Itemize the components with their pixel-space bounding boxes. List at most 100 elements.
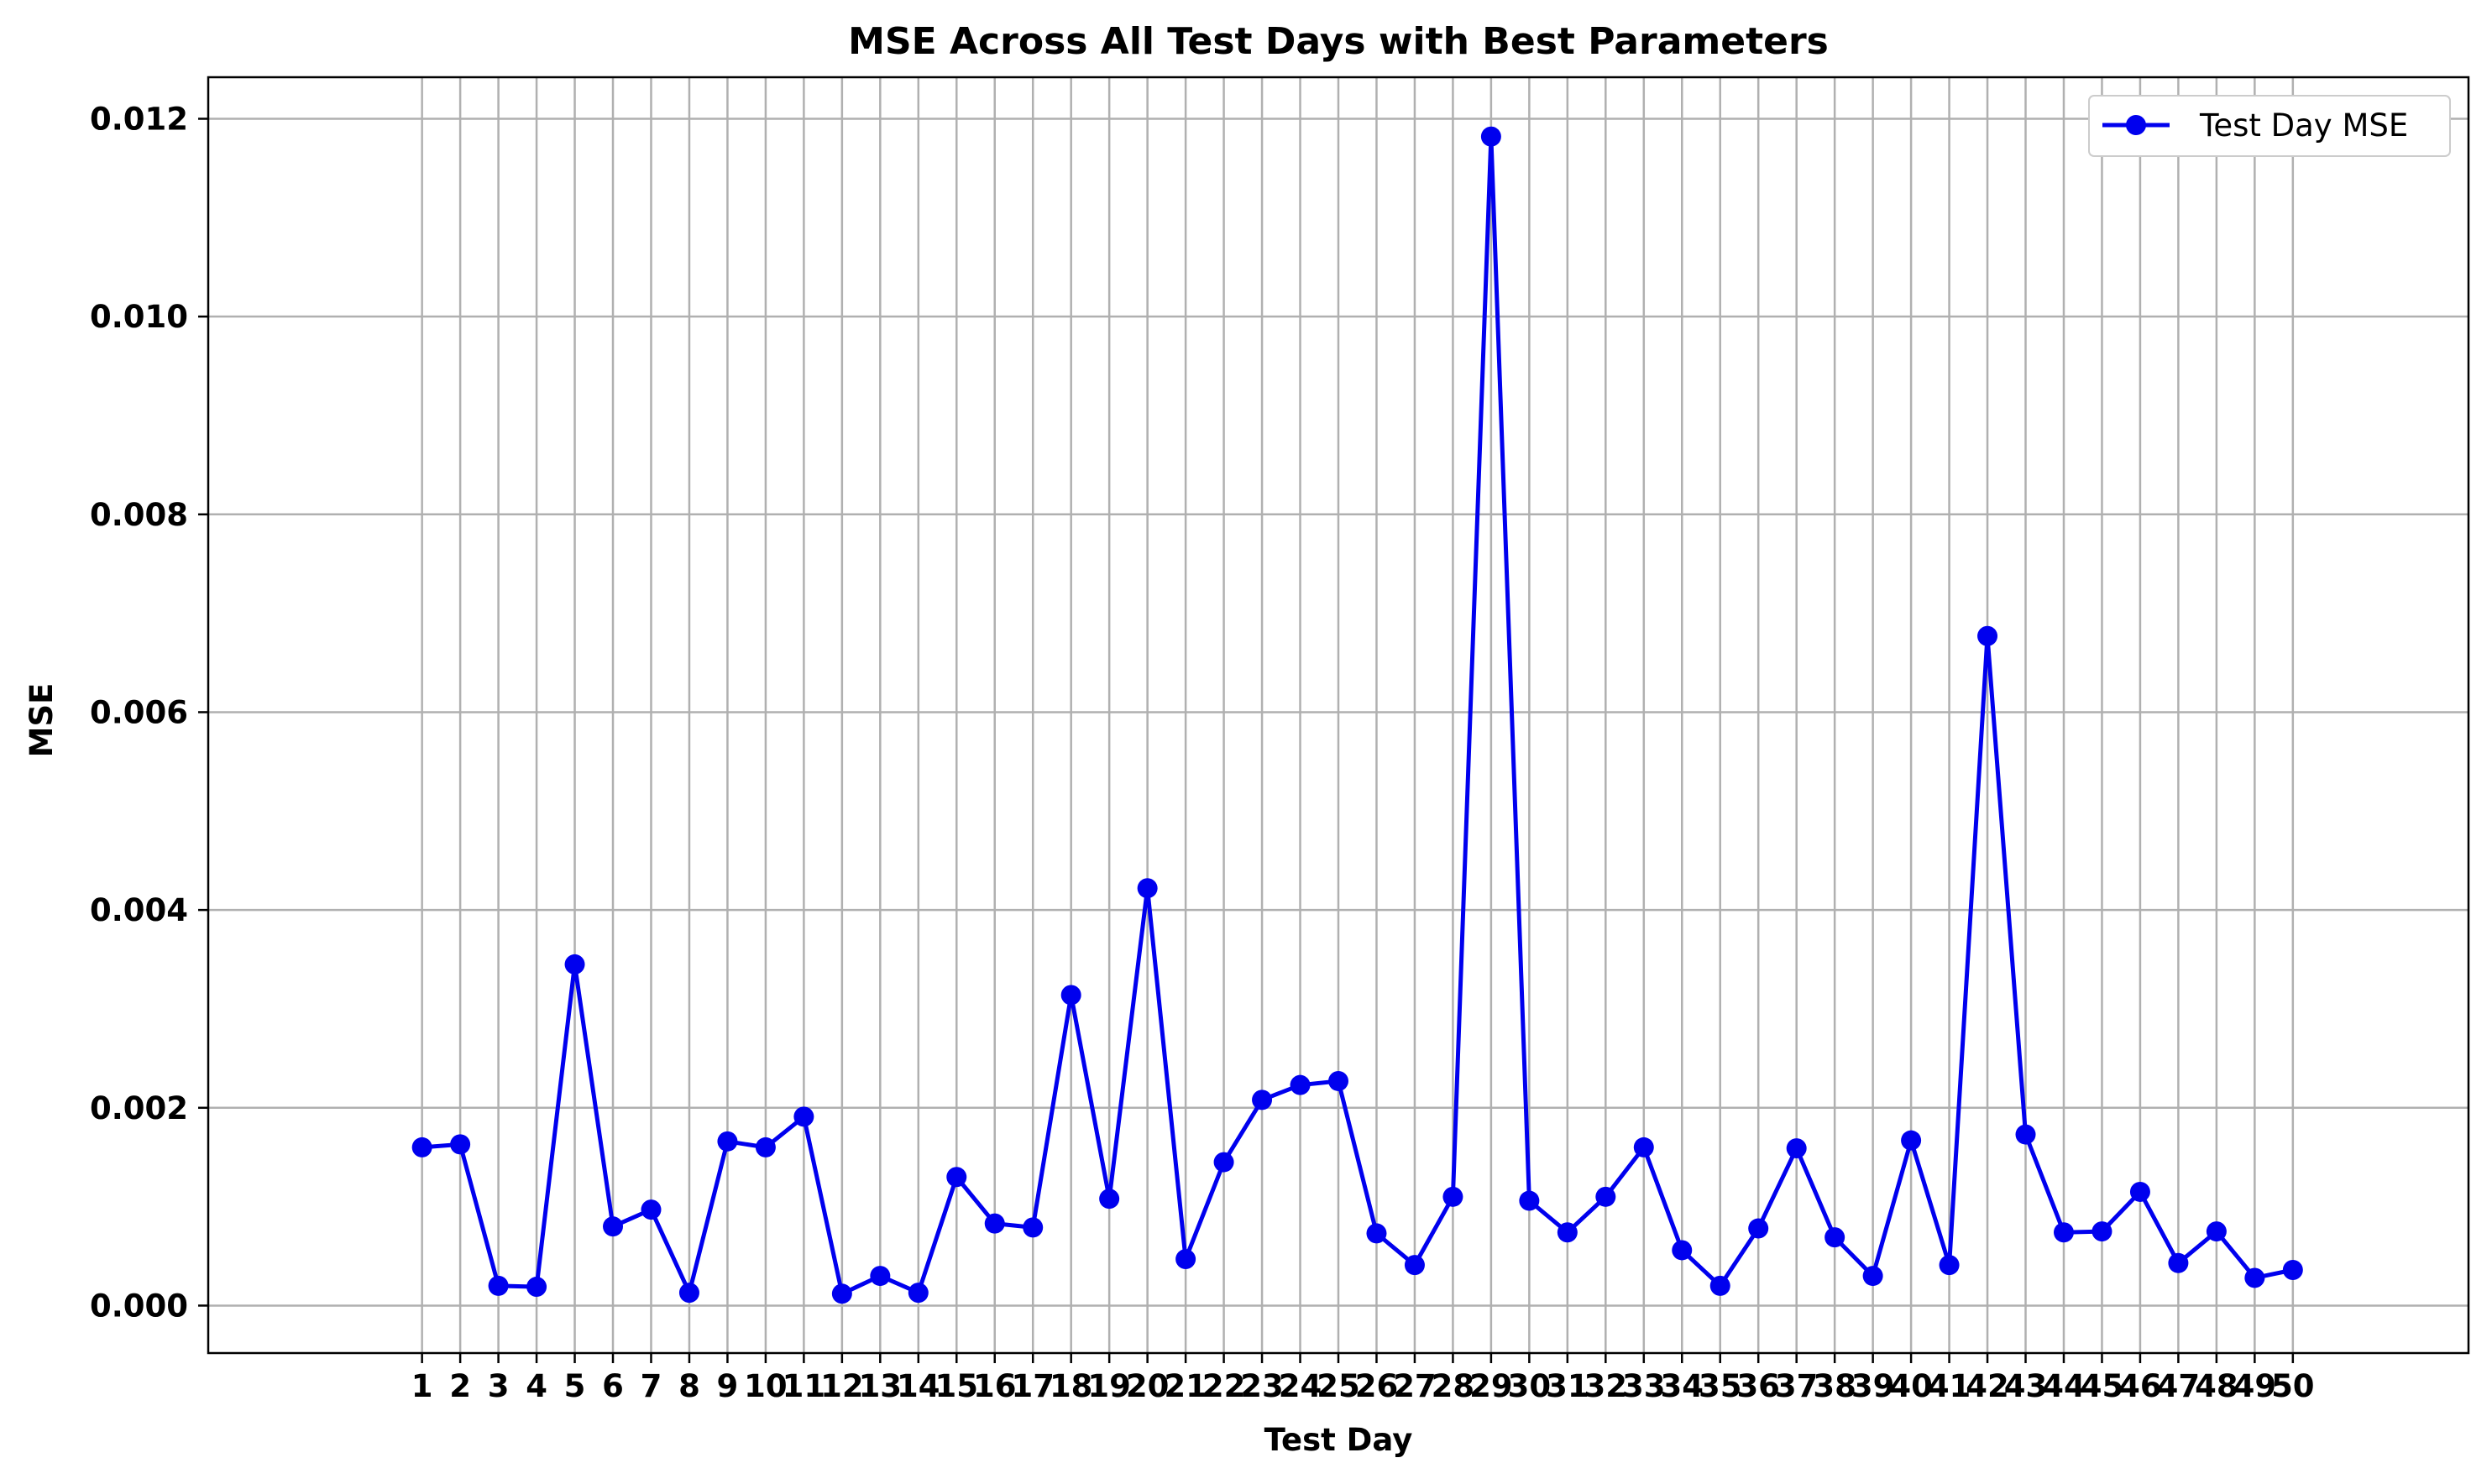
y-tick-label: 0.002 [90, 1090, 188, 1126]
data-point [1977, 625, 1998, 646]
x-axis-ticks: 1 2 3 4 5 6 7 8 9 1011121314151617181920212223242… [411, 1353, 2315, 1404]
x-tick-label: 28 [1432, 1368, 1475, 1404]
x-axis-label: Test Day [1264, 1422, 1413, 1458]
x-tick-label: 26 [1355, 1368, 1399, 1404]
data-point [1366, 1223, 1387, 1244]
data-point [1023, 1217, 1044, 1238]
x-tick-label: 43 [2004, 1368, 2048, 1404]
data-point [1480, 126, 1501, 147]
x-tick-label: 15 [935, 1368, 979, 1404]
data-point [526, 1277, 547, 1298]
x-tick-label: 17 [1011, 1368, 1055, 1404]
y-axis-label: MSE [24, 683, 60, 758]
data-point [1175, 1249, 1196, 1270]
data-point [488, 1275, 509, 1296]
x-tick-label: 39 [1851, 1368, 1895, 1404]
data-point [1290, 1074, 1311, 1095]
x-tick-label: 44 [2042, 1368, 2086, 1404]
x-tick-label: 14 [897, 1368, 940, 1404]
data-point [1442, 1186, 1463, 1207]
data-point [1633, 1137, 1654, 1157]
data-point [1672, 1240, 1693, 1261]
x-tick-label: 5 [564, 1368, 586, 1404]
x-tick-label: 34 [1661, 1368, 1704, 1404]
data-point [1099, 1189, 1120, 1210]
x-tick-label: 45 [2081, 1368, 2124, 1404]
x-tick-label: 19 [1087, 1368, 1131, 1404]
x-tick-label: 33 [1622, 1368, 1666, 1404]
data-point [2129, 1181, 2150, 1202]
x-tick-label: 25 [1317, 1368, 1360, 1404]
data-point [564, 954, 585, 975]
data-point [1519, 1190, 1540, 1211]
data-point [1748, 1218, 1769, 1239]
data-point [2244, 1267, 2265, 1288]
x-tick-label: 13 [859, 1368, 903, 1404]
x-tick-label: 21 [1164, 1368, 1207, 1404]
x-tick-label: 6 [602, 1368, 624, 1404]
x-tick-label: 41 [1928, 1368, 1971, 1404]
x-tick-label: 1 [411, 1368, 433, 1404]
data-point [1862, 1266, 1883, 1287]
x-tick-label: 16 [973, 1368, 1017, 1404]
data-point [1404, 1255, 1425, 1276]
data-point [1939, 1255, 1960, 1276]
data-point [793, 1106, 814, 1127]
data-point [641, 1199, 662, 1220]
x-tick-label: 29 [1469, 1368, 1513, 1404]
x-tick-label: 46 [2118, 1368, 2162, 1404]
x-tick-label: 37 [1775, 1368, 1819, 1404]
data-point [1709, 1275, 1730, 1296]
data-point [603, 1216, 624, 1237]
y-tick-label: 0.010 [90, 299, 188, 335]
x-tick-label: 40 [1889, 1368, 1933, 1404]
grid [208, 77, 2468, 1353]
x-tick-label: 36 [1736, 1368, 1780, 1404]
x-tick-label: 11 [783, 1368, 826, 1404]
data-point [411, 1137, 432, 1157]
data-point [1901, 1130, 1922, 1151]
legend-box [2088, 95, 2451, 157]
legend: Test Day MSE [2088, 95, 2451, 157]
data-point [1557, 1222, 1578, 1243]
x-tick-label: 48 [2195, 1368, 2238, 1404]
data-point [831, 1283, 852, 1304]
data-point [450, 1134, 471, 1155]
data-point [2168, 1252, 2189, 1273]
x-tick-label: 10 [744, 1368, 788, 1404]
y-tick-label: 0.000 [90, 1288, 188, 1324]
y-tick-label: 0.004 [90, 892, 188, 928]
data-point [1252, 1089, 1273, 1110]
x-tick-label: 8 [678, 1368, 700, 1404]
x-tick-label: 35 [1699, 1368, 1742, 1404]
data-point [1786, 1138, 1807, 1159]
x-tick-label: 24 [1279, 1368, 1322, 1404]
y-tick-label: 0.012 [90, 101, 188, 137]
data-point [2015, 1124, 2036, 1145]
data-point [2282, 1260, 2303, 1281]
y-axis-ticks: 0.000 0.002 0.004 0.006 0.008 0.010 0.012 [90, 101, 208, 1324]
data-point [755, 1137, 776, 1157]
data-point [1213, 1152, 1234, 1173]
x-tick-label: 7 [641, 1368, 662, 1404]
x-tick-label: 23 [1240, 1368, 1284, 1404]
x-tick-label: 4 [526, 1368, 547, 1404]
x-tick-label: 49 [2233, 1368, 2277, 1404]
data-point [717, 1131, 738, 1152]
x-tick-label: 50 [2271, 1368, 2315, 1404]
data-point [946, 1167, 967, 1188]
x-tick-label: 3 [488, 1368, 510, 1404]
series-markers [411, 126, 2303, 1304]
data-point [2092, 1221, 2112, 1242]
data-point [870, 1266, 891, 1287]
x-tick-label: 32 [1584, 1368, 1628, 1404]
data-point [678, 1283, 699, 1304]
x-tick-label: 30 [1508, 1368, 1552, 1404]
data-point [1824, 1227, 1845, 1248]
data-point [908, 1283, 929, 1304]
data-point [2053, 1222, 2074, 1243]
x-tick-label: 12 [820, 1368, 864, 1404]
data-point [1137, 878, 1158, 899]
